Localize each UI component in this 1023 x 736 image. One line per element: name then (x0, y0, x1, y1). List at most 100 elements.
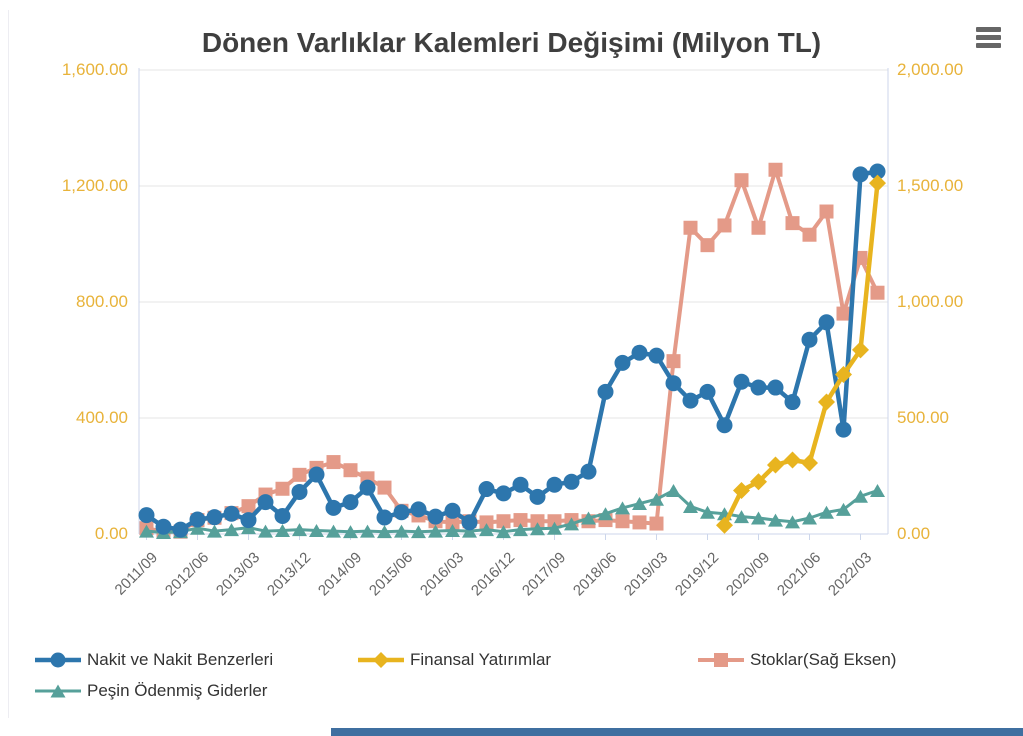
legend-item-pesin-odenmis-giderler[interactable]: Peşin Ödenmiş Giderler (35, 681, 267, 701)
circle-marker-icon[interactable] (257, 494, 274, 511)
square-marker-icon[interactable] (292, 467, 307, 482)
triangle-marker-icon[interactable] (190, 521, 205, 535)
circle-marker-icon[interactable] (869, 163, 886, 180)
triangle-marker-icon[interactable] (819, 505, 834, 519)
triangle-marker-icon[interactable] (530, 522, 545, 536)
triangle-marker-icon[interactable] (207, 524, 222, 538)
triangle-marker-icon[interactable] (649, 492, 664, 506)
circle-marker-icon[interactable] (206, 509, 223, 526)
circle-marker-icon[interactable] (274, 508, 291, 525)
circle-marker-icon[interactable] (291, 483, 308, 500)
square-marker-icon[interactable] (343, 463, 358, 478)
triangle-marker-icon[interactable] (802, 511, 817, 525)
square-marker-icon[interactable] (870, 285, 885, 300)
circle-marker-icon[interactable] (682, 392, 699, 409)
square-marker-icon[interactable] (717, 218, 732, 233)
square-marker-icon[interactable] (632, 515, 647, 530)
circle-marker-icon[interactable] (359, 479, 376, 496)
square-marker-icon[interactable] (445, 515, 460, 530)
triangle-marker-icon[interactable] (139, 524, 154, 538)
triangle-marker-icon[interactable] (666, 484, 681, 497)
square-marker-icon[interactable] (751, 220, 766, 235)
circle-marker-icon[interactable] (835, 421, 852, 438)
circle-marker-icon[interactable] (801, 331, 818, 348)
circle-marker-icon[interactable] (342, 494, 359, 511)
triangle-marker-icon[interactable] (411, 525, 426, 539)
square-marker-icon[interactable] (479, 515, 494, 530)
triangle-marker-icon[interactable] (224, 523, 239, 537)
triangle-marker-icon[interactable] (258, 524, 273, 538)
triangle-marker-icon[interactable] (360, 524, 375, 538)
triangle-marker-icon[interactable] (479, 523, 494, 537)
circle-marker-icon[interactable] (410, 501, 427, 518)
triangle-marker-icon[interactable] (462, 524, 477, 538)
triangle-marker-icon[interactable] (615, 501, 630, 515)
circle-marker-icon[interactable] (189, 511, 206, 528)
triangle-marker-icon[interactable] (343, 525, 358, 539)
triangle-marker-icon[interactable] (785, 515, 800, 529)
triangle-marker-icon[interactable] (700, 505, 715, 519)
legend-item-finansal-yatirimlar[interactable]: Finansal Yatırımlar (358, 650, 551, 670)
diamond-marker-icon[interactable] (750, 473, 767, 491)
diamond-marker-icon[interactable] (835, 366, 852, 383)
circle-marker-icon[interactable] (172, 521, 189, 538)
circle-marker-icon[interactable] (308, 466, 325, 483)
triangle-marker-icon[interactable] (734, 510, 749, 524)
circle-marker-icon[interactable] (461, 514, 478, 531)
diamond-marker-icon[interactable] (784, 451, 801, 469)
circle-marker-icon[interactable] (240, 512, 257, 529)
triangle-marker-icon[interactable] (581, 511, 596, 525)
triangle-marker-icon[interactable] (836, 502, 851, 516)
triangle-marker-icon[interactable] (870, 484, 885, 497)
triangle-marker-icon[interactable] (326, 524, 341, 538)
triangle-marker-icon[interactable] (632, 497, 647, 511)
square-marker-icon[interactable] (530, 514, 545, 529)
square-marker-icon[interactable] (700, 238, 715, 253)
diamond-marker-icon[interactable] (733, 482, 750, 499)
series-finansal-yatirimlar[interactable] (716, 174, 886, 534)
triangle-marker-icon[interactable] (547, 521, 562, 535)
triangle-marker-icon[interactable] (275, 524, 290, 538)
triangle-marker-icon[interactable] (309, 524, 324, 538)
chart-context-menu-button[interactable] (976, 27, 1001, 48)
circle-marker-icon[interactable] (546, 476, 563, 493)
circle-marker-icon[interactable] (478, 481, 495, 498)
circle-marker-icon[interactable] (138, 507, 155, 524)
series-nakit-ve-nakit-benzerleri[interactable] (138, 163, 886, 538)
square-marker-icon[interactable] (275, 481, 290, 496)
circle-marker-icon[interactable] (393, 504, 410, 521)
square-marker-icon[interactable] (683, 220, 698, 235)
triangle-marker-icon[interactable] (513, 523, 528, 537)
series-stoklar-sag-eksen[interactable] (139, 162, 885, 539)
diamond-marker-icon[interactable] (818, 393, 835, 411)
circle-marker-icon[interactable] (733, 373, 750, 390)
square-marker-icon[interactable] (649, 516, 664, 531)
square-marker-icon[interactable] (513, 513, 528, 528)
triangle-marker-icon[interactable] (564, 517, 579, 531)
square-marker-icon[interactable] (819, 204, 834, 219)
circle-marker-icon[interactable] (444, 502, 461, 519)
circle-marker-icon[interactable] (614, 354, 631, 371)
circle-marker-icon[interactable] (512, 476, 529, 493)
triangle-marker-icon[interactable] (445, 524, 460, 538)
triangle-marker-icon[interactable] (292, 523, 307, 537)
square-marker-icon[interactable] (496, 514, 511, 529)
diamond-marker-icon[interactable] (852, 341, 869, 359)
circle-marker-icon[interactable] (750, 379, 767, 396)
square-marker-icon[interactable] (768, 162, 783, 177)
diamond-marker-icon[interactable] (801, 454, 818, 472)
triangle-marker-icon[interactable] (496, 525, 511, 539)
triangle-marker-icon[interactable] (683, 499, 698, 513)
square-marker-icon[interactable] (785, 216, 800, 231)
diamond-marker-icon[interactable] (869, 174, 886, 192)
circle-marker-icon[interactable] (665, 375, 682, 392)
square-marker-icon[interactable] (377, 480, 392, 495)
circle-marker-icon[interactable] (784, 394, 801, 411)
square-marker-icon[interactable] (836, 306, 851, 321)
circle-marker-icon[interactable] (223, 505, 240, 522)
triangle-marker-icon[interactable] (394, 524, 409, 538)
circle-marker-icon[interactable] (529, 488, 546, 505)
circle-marker-icon[interactable] (716, 417, 733, 434)
diamond-marker-icon[interactable] (767, 456, 784, 474)
circle-marker-icon[interactable] (852, 166, 869, 183)
